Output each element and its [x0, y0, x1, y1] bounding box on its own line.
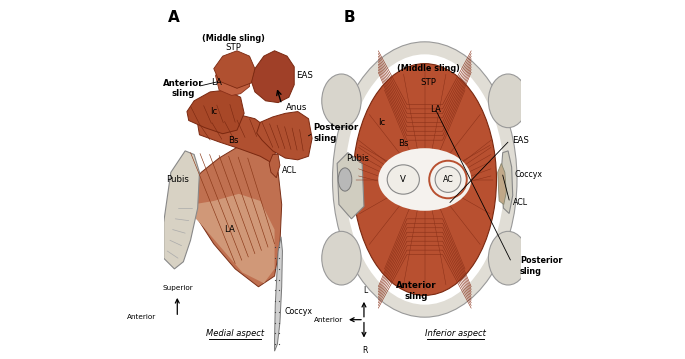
Text: Pubis: Pubis — [166, 175, 190, 184]
Text: STP: STP — [225, 43, 241, 52]
Polygon shape — [501, 151, 513, 214]
Text: EAS: EAS — [296, 71, 313, 80]
Text: Posterior
sling: Posterior sling — [520, 256, 562, 276]
Text: B: B — [343, 10, 355, 25]
Text: Anus: Anus — [286, 103, 308, 112]
Text: ACL: ACL — [513, 198, 528, 207]
Polygon shape — [184, 147, 282, 287]
Polygon shape — [216, 58, 249, 95]
Ellipse shape — [353, 64, 497, 295]
Text: Posterior
sling: Posterior sling — [313, 123, 358, 143]
Text: Anterior: Anterior — [127, 314, 157, 320]
Text: EAS: EAS — [512, 136, 529, 145]
Text: Anterior
sling: Anterior sling — [395, 281, 436, 301]
Ellipse shape — [332, 42, 517, 317]
Ellipse shape — [378, 148, 471, 211]
Text: Superior: Superior — [162, 285, 193, 291]
Ellipse shape — [488, 74, 527, 128]
Polygon shape — [257, 112, 312, 160]
Polygon shape — [337, 153, 364, 219]
Text: LA: LA — [225, 225, 235, 234]
Text: Bs: Bs — [228, 136, 238, 145]
Ellipse shape — [338, 168, 352, 191]
Polygon shape — [187, 90, 244, 134]
Text: Ic: Ic — [210, 107, 217, 116]
Polygon shape — [275, 237, 282, 351]
Ellipse shape — [435, 167, 461, 192]
Text: Ic: Ic — [378, 118, 386, 127]
Text: Medial aspect: Medial aspect — [206, 328, 264, 337]
Text: V: V — [400, 175, 406, 184]
Text: Bs: Bs — [398, 139, 408, 148]
Ellipse shape — [488, 231, 527, 285]
Polygon shape — [269, 154, 280, 178]
Text: L: L — [363, 286, 368, 295]
Text: R: R — [362, 346, 368, 355]
Text: Inferior aspect: Inferior aspect — [425, 328, 486, 337]
Text: Coccyx: Coccyx — [284, 307, 312, 316]
Polygon shape — [498, 163, 506, 205]
Ellipse shape — [387, 165, 419, 194]
Ellipse shape — [345, 54, 504, 305]
Ellipse shape — [322, 231, 361, 285]
Ellipse shape — [322, 74, 361, 128]
Polygon shape — [251, 51, 295, 103]
Text: LA: LA — [211, 79, 222, 88]
Polygon shape — [185, 194, 275, 283]
Text: Anterior
sling: Anterior sling — [163, 79, 203, 98]
Polygon shape — [164, 151, 199, 269]
Text: A: A — [168, 10, 179, 25]
Text: ACL: ACL — [282, 166, 297, 175]
Text: Anterior: Anterior — [314, 317, 343, 323]
Text: (Middle sling): (Middle sling) — [202, 34, 265, 43]
Polygon shape — [198, 113, 276, 163]
Text: (Middle sling): (Middle sling) — [397, 64, 460, 73]
Text: LA: LA — [430, 105, 441, 114]
Polygon shape — [214, 51, 255, 88]
Text: Coccyx: Coccyx — [514, 170, 542, 179]
Text: Pubis: Pubis — [346, 154, 369, 163]
Text: STP: STP — [421, 79, 436, 88]
Text: AC: AC — [443, 175, 453, 184]
